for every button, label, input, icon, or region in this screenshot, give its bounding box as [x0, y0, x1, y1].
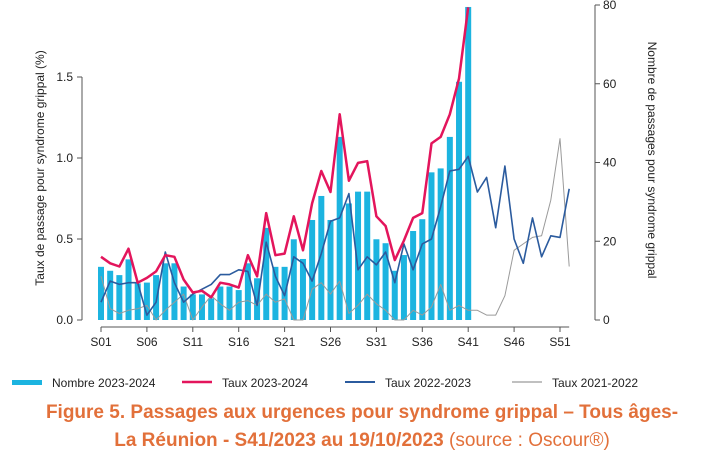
bar: [263, 227, 270, 320]
caption-title: Figure 5. Passages aux urgences pour syn…: [45, 402, 679, 423]
x-tick-label: S11: [183, 335, 204, 349]
x-tick-label: S41: [458, 335, 480, 349]
line-taux-2023-2024: [100, 7, 470, 299]
x-tick-label: S51: [549, 335, 571, 349]
bar: [208, 298, 215, 320]
bar: [419, 219, 426, 320]
bar: [382, 243, 389, 320]
bar: [162, 263, 169, 320]
bar: [345, 203, 352, 320]
bar: [391, 270, 398, 320]
axes: S01 S06 S11 S16 S21 S26 S31 S36 S41 S46 S51 0.0 0.5 1…: [56, 0, 616, 349]
y-tick-label-left: 0.5: [56, 232, 73, 246]
y-axis-label-left: Taux de passage pour syndrome grippal (%…: [33, 50, 47, 285]
bar: [456, 81, 463, 320]
bar: [116, 275, 123, 320]
bar: [244, 263, 251, 320]
line-series: [100, 7, 570, 321]
y-tick-label-left: 1.0: [56, 151, 73, 165]
bar: [226, 286, 233, 320]
bar: [309, 219, 316, 320]
caption-source: (source : Oscour®): [449, 430, 610, 451]
bar: [272, 266, 279, 320]
bar: [373, 239, 380, 320]
y-tick-label-left: 1.5: [56, 70, 73, 84]
bar: [125, 259, 132, 320]
x-tick-label: S21: [274, 335, 296, 349]
x-tick-label: S16: [228, 335, 250, 349]
x-tick-label: S36: [412, 335, 434, 349]
bar: [189, 294, 196, 320]
y-tick-label-right: 80: [603, 0, 617, 12]
bar: [400, 255, 407, 320]
bar: [465, 6, 472, 320]
x-tick-label: S31: [366, 335, 388, 349]
caption-title-2: La Réunion - S41/2023 au 19/10/2023: [114, 430, 444, 451]
bar: [327, 219, 334, 320]
y-axis-label-right: Nombre de passages pour syndrome grippal: [645, 42, 659, 279]
bar: [180, 286, 187, 320]
y-tick-label-right: 20: [603, 234, 617, 248]
bar-series-nombre-2023-2024: [98, 6, 472, 320]
bar: [143, 282, 150, 320]
bar: [107, 270, 114, 320]
bar: [254, 278, 261, 320]
bar: [428, 172, 435, 320]
x-tick-label: S06: [136, 335, 158, 349]
bar: [437, 168, 444, 320]
y-tick-label-right: 40: [603, 156, 617, 170]
legend-swatch-nombre-2023-2024: [12, 380, 42, 385]
figure-caption-line-2: La Réunion - S41/2023 au 19/10/2023 (sou…: [0, 430, 724, 452]
legend-label: Taux 2021-2022: [552, 376, 638, 390]
bar: [299, 258, 306, 320]
bar: [446, 136, 453, 320]
x-tick-label: S26: [320, 335, 342, 349]
bar: [235, 290, 242, 320]
x-tick-label: S01: [90, 335, 112, 349]
line-taux-2021-2022: [100, 138, 570, 321]
y-tick-label-left: 0.0: [56, 313, 73, 327]
figure-caption-line-1: Figure 5. Passages aux urgences pour syn…: [0, 402, 724, 424]
bar: [336, 136, 343, 320]
y-tick-label-right: 0: [603, 313, 610, 327]
legend: Nombre 2023-2024 Taux 2023-2024 Taux 202…: [12, 376, 638, 390]
legend-label: Taux 2022-2023: [385, 376, 471, 390]
bar: [171, 263, 178, 320]
bar: [134, 283, 141, 320]
bar: [364, 191, 371, 320]
bar: [318, 195, 325, 320]
legend-label: Nombre 2023-2024: [52, 376, 156, 390]
bar: [410, 231, 417, 320]
legend-label: Taux 2023-2024: [222, 376, 308, 390]
bar: [98, 266, 104, 320]
line-taux-2022-2023: [100, 155, 570, 316]
y-tick-label-right: 60: [603, 77, 617, 91]
bar: [355, 191, 362, 320]
x-tick-label: S46: [503, 335, 525, 349]
bar: [153, 275, 160, 320]
bar: [290, 239, 297, 320]
